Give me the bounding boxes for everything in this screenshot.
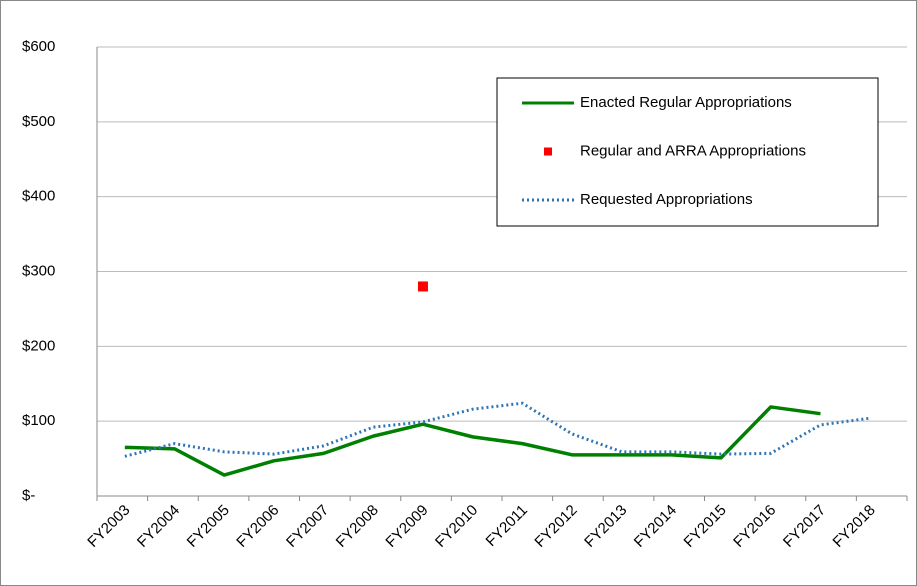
data-line — [124, 405, 821, 477]
data-point — [417, 281, 428, 292]
y-tick-label: $200 — [22, 337, 55, 354]
legend-label: Regular and ARRA Appropriations — [580, 142, 806, 159]
legend-label: Requested Appropriations — [580, 191, 753, 208]
y-tick-label: $100 — [22, 412, 55, 429]
legend-label: Enacted Regular Appropriations — [580, 94, 792, 111]
legend-swatch — [544, 147, 552, 156]
y-tick-label: $300 — [22, 262, 55, 279]
data-line — [124, 401, 871, 458]
y-tick-label: $400 — [22, 188, 55, 205]
y-tick-label: $600 — [22, 38, 55, 55]
y-tick-label: $- — [22, 487, 35, 504]
y-tick-label: $500 — [22, 113, 55, 130]
legend: Enacted Regular Appropriations Regular an… — [496, 77, 879, 227]
